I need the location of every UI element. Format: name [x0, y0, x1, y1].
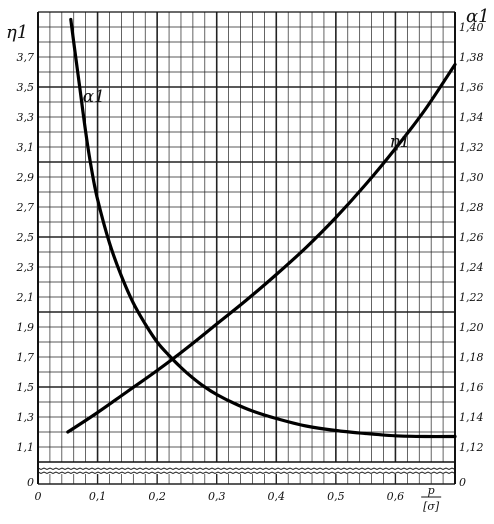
right-tick-label: 1,34 — [459, 111, 484, 124]
x-tick-label: 0,5 — [327, 490, 345, 503]
x-tick-label: 0,6 — [387, 490, 405, 503]
left-tick-label: 2,9 — [16, 171, 35, 184]
left-tick-zero: 0 — [27, 476, 34, 489]
left-tick-label: 1,7 — [17, 351, 35, 364]
left-tick-label: 3,3 — [17, 111, 35, 124]
left-tick-label: 2,5 — [16, 231, 35, 244]
x-tick-label: 0,2 — [148, 490, 166, 503]
series-line-eta1 — [66, 62, 457, 434]
x-axis-label-numerator: p — [428, 484, 435, 497]
left-tick-label: 1,9 — [17, 321, 35, 334]
right-tick-label: 1,32 — [459, 141, 484, 154]
right-tick-label: 1,28 — [459, 201, 484, 214]
right-tick-zero: 0 — [459, 476, 466, 489]
series-label-eta1: η1 — [389, 132, 410, 152]
series-label-alpha1: α1 — [83, 87, 105, 107]
right-tick-label: 1,40 — [459, 21, 484, 34]
x-tick-label: 0,4 — [268, 490, 286, 503]
right-tick-label: 1,20 — [459, 321, 484, 334]
left-tick-label: 2,1 — [16, 291, 35, 304]
right-tick-label: 1,26 — [459, 231, 484, 244]
left-axis-title: η1 — [6, 22, 28, 43]
left-tick-label: 2,7 — [16, 201, 35, 214]
right-tick-label: 1,16 — [459, 381, 484, 394]
left-tick-label: 2,3 — [16, 261, 35, 274]
right-tick-label: 1,30 — [459, 171, 484, 184]
right-tick-label: 1,24 — [459, 261, 484, 274]
right-tick-label: 1,38 — [459, 51, 484, 64]
right-tick-label: 1,12 — [459, 441, 484, 454]
right-tick-label: 1,14 — [459, 411, 484, 424]
chart-grid — [38, 12, 455, 462]
left-tick-label: 1,5 — [17, 381, 35, 394]
axis-break — [37, 467, 456, 485]
left-tick-label: 3,1 — [17, 141, 35, 154]
right-axis-title: α1 — [466, 6, 490, 27]
x-tick-label: 0,3 — [208, 490, 226, 503]
right-tick-label: 1,36 — [459, 81, 484, 94]
right-tick-label: 1,18 — [459, 351, 484, 364]
x-tick-label: 0 — [35, 490, 42, 503]
chart-curves — [66, 17, 457, 439]
axis-break-top — [37, 467, 456, 471]
x-axis-label-denominator: [σ] — [423, 500, 440, 513]
chart-labels: 1,1 1,3 1,5 1,7 1,9 2,1 2,3 2,5 2,7 2,9 3,1 3,3 3,5 3… — [6, 6, 490, 513]
axis-break-bottom — [37, 471, 456, 475]
x-tick-label: 0,1 — [89, 490, 107, 503]
plot-frame — [37, 11, 456, 484]
left-tick-label: 3,5 — [17, 81, 35, 94]
right-tick-label: 1,22 — [459, 291, 484, 304]
left-tick-label: 1,1 — [17, 441, 35, 454]
left-tick-label: 1,3 — [17, 411, 35, 424]
series-line-alpha1 — [69, 17, 457, 439]
left-tick-label: 3,7 — [17, 51, 35, 64]
